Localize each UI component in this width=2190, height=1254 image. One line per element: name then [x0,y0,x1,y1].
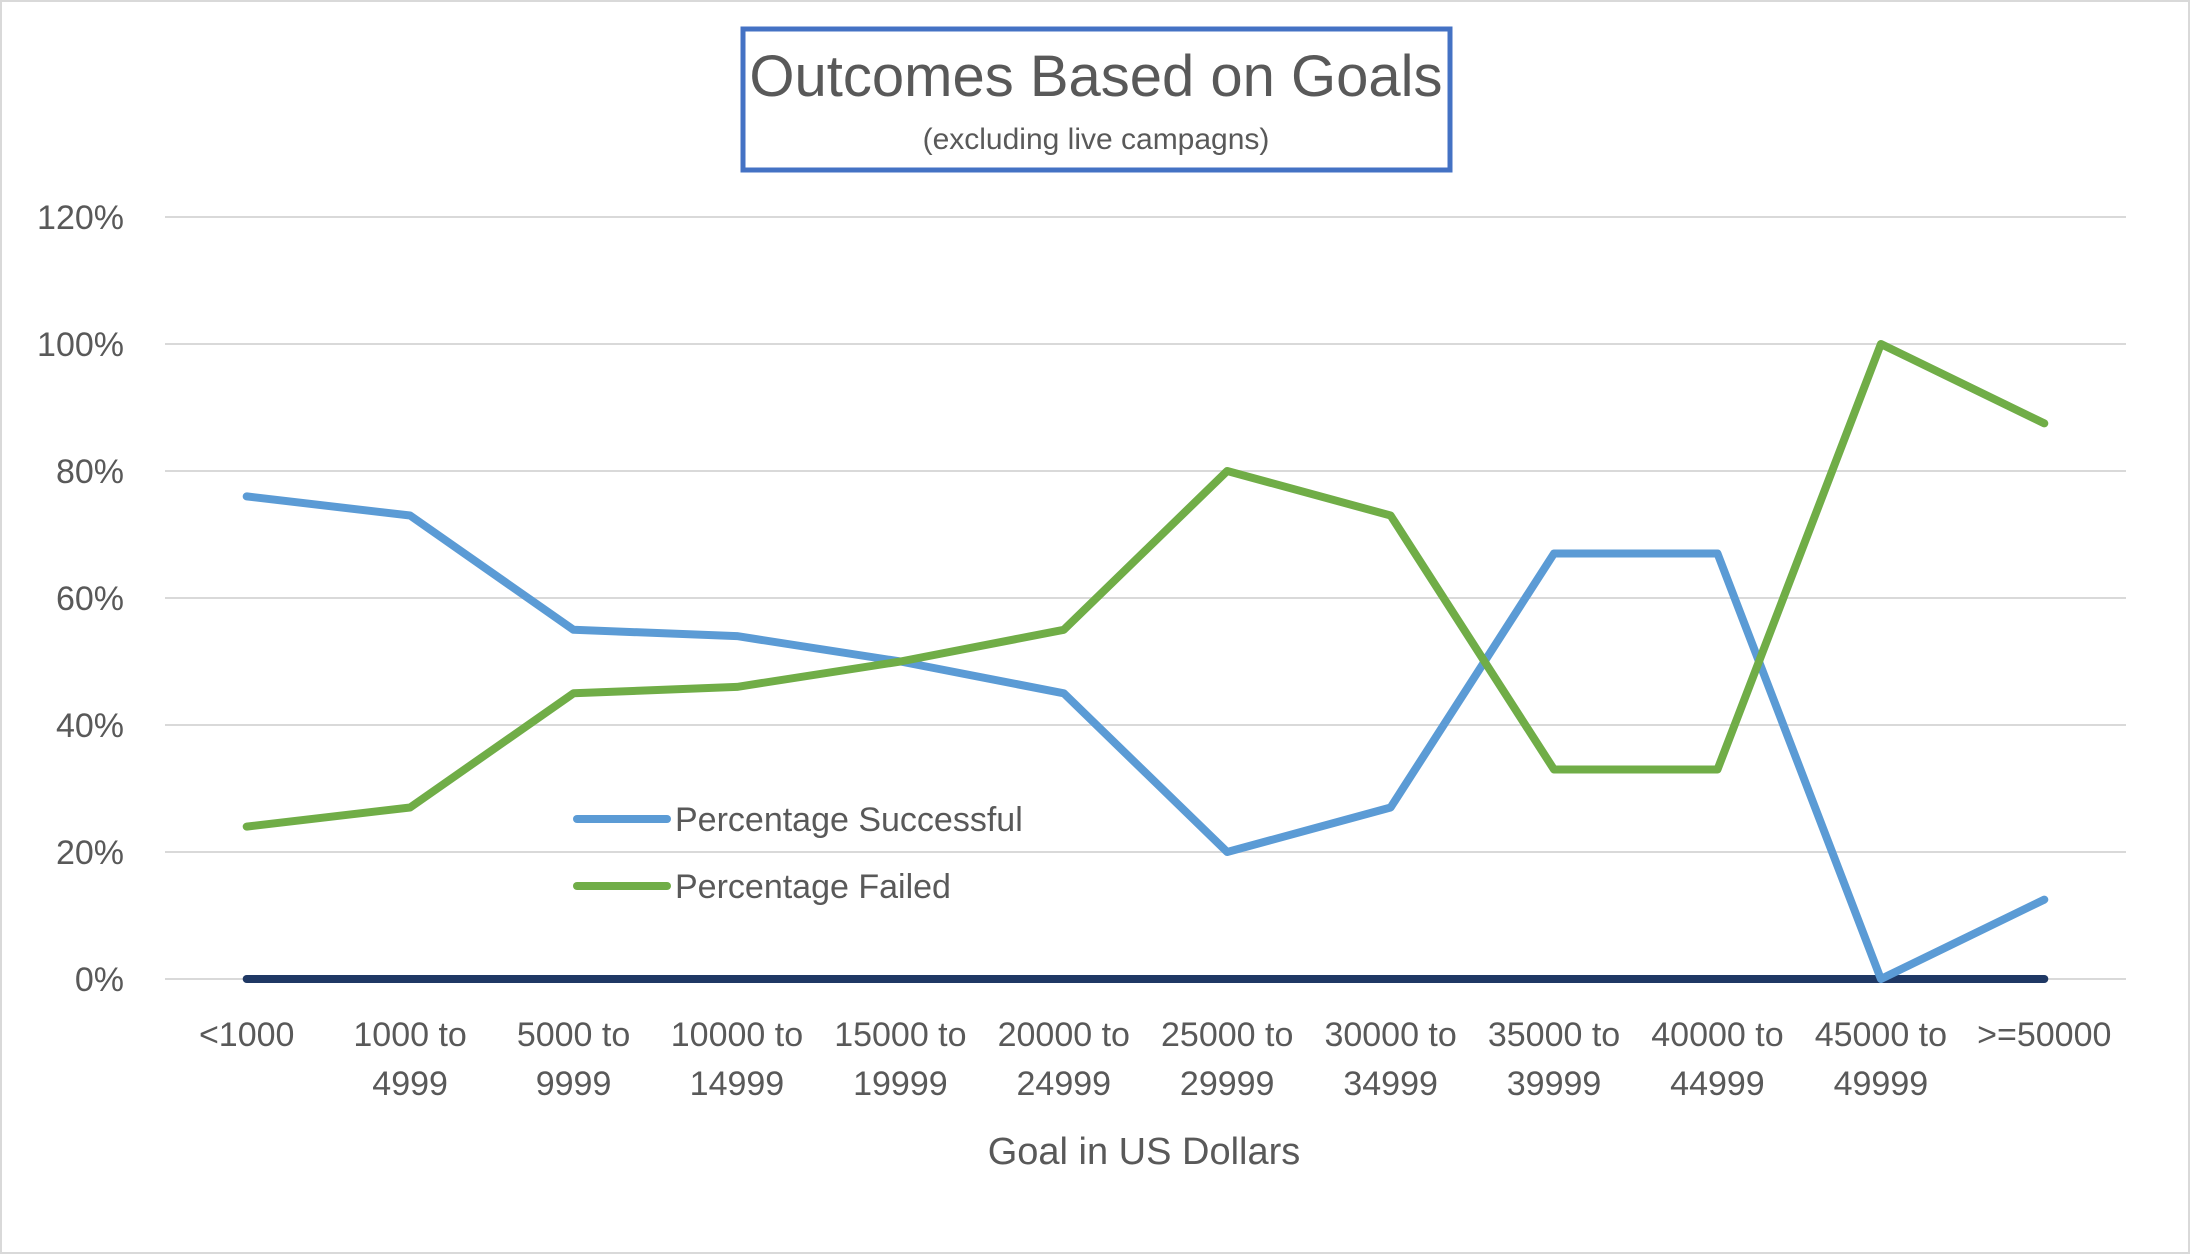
x-tick-label: <1000 [199,1016,295,1054]
x-tick-label: 15000 to 19999 [834,1016,966,1103]
y-tick-label: 100% [37,326,124,364]
y-tick-label: 0% [75,961,124,999]
series-lines [242,340,2049,983]
series-line-failed [242,340,2049,831]
chart-title: Outcomes Based on Goals [749,44,1442,109]
legend-label-failed: Percentage Failed [675,868,951,906]
chart-title-box: Outcomes Based on Goals (excluding live … [740,26,1453,173]
x-tick-label: 35000 to 39999 [1488,1016,1620,1103]
y-tick-label: 20% [56,834,124,872]
x-tick-label: 30000 to 34999 [1324,1016,1456,1103]
x-axis-title: Goal in US Dollars [988,1131,1301,1173]
x-tick-label: 40000 to 44999 [1651,1016,1783,1103]
legend-item-successful: Percentage Successful [573,801,1023,839]
x-axis-ticks: <1000 1000 to 4999 5000 to 9999 10000 to 14999… [199,1016,2111,1103]
y-axis-ticks: 0% 20% 40% 60% 80% 100% 120% [37,199,124,999]
y-tick-label: 60% [56,580,124,618]
x-tick-label: 10000 to 14999 [671,1016,803,1103]
x-tick-label: >=50000 [1977,1016,2111,1054]
y-tick-label: 120% [37,199,124,237]
title-box-frame [740,26,1453,173]
legend-label-successful: Percentage Successful [675,801,1023,839]
chart-subtitle: (excluding live campagns) [923,123,1270,156]
y-tick-label: 80% [56,453,124,491]
gridlines [165,216,2126,980]
x-tick-label: 25000 to 29999 [1161,1016,1293,1103]
x-tick-label: 45000 to 49999 [1815,1016,1947,1103]
x-tick-label: 5000 to 9999 [517,1016,630,1103]
y-tick-label: 40% [56,707,124,745]
legend-item-failed: Percentage Failed [573,868,951,906]
x-tick-label: 20000 to 24999 [998,1016,1130,1103]
series-line-successful [242,492,2049,983]
legend: Percentage Successful Percentage Failed [573,801,1023,906]
x-tick-label: 1000 to 4999 [353,1016,466,1103]
